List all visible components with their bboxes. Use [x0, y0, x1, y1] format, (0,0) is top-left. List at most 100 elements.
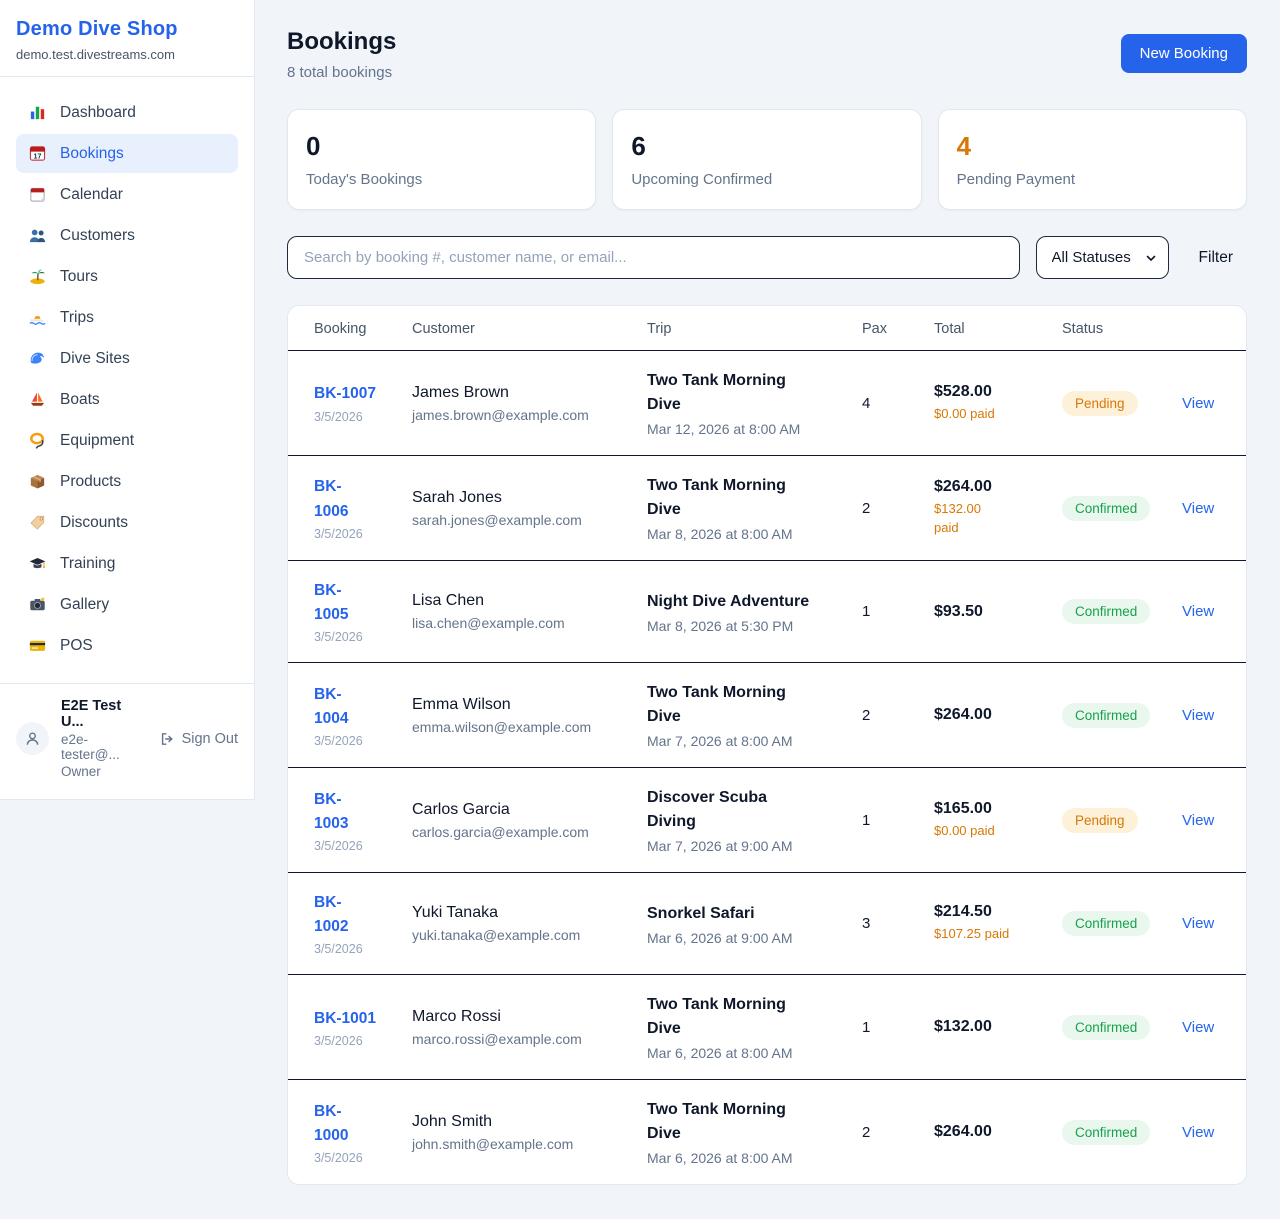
total-cell: $165.00 $0.00 paid: [922, 768, 1050, 873]
status-select[interactable]: All Statuses: [1035, 236, 1169, 279]
booking-date: 3/5/2026: [314, 838, 363, 853]
page-subtitle: 8 total bookings: [287, 64, 393, 81]
column-header: Pax: [850, 306, 922, 351]
stat-value: 6: [631, 131, 646, 161]
table-row: BK-1007 3/5/2026 James Brown james.brown@ex…: [288, 351, 1246, 456]
pax-cell: 1: [862, 1018, 871, 1036]
package-icon: [28, 472, 47, 491]
calendar-pad-icon: [28, 185, 47, 204]
sidebar-item-pos[interactable]: POS: [16, 626, 238, 665]
trip-time: Mar 6, 2026 at 9:00 AM: [647, 929, 793, 946]
sidebar-item-bookings[interactable]: 17 Bookings: [16, 134, 238, 173]
table-row: BK- 1004 3/5/2026 Emma Wilson emma.wilson@e…: [288, 663, 1246, 768]
sidebar-item-label: Dive Sites: [60, 349, 130, 367]
column-header: Trip: [635, 306, 850, 351]
sidebar-item-label: Discounts: [60, 513, 129, 531]
sidebar-item-dive-sites[interactable]: Dive Sites: [16, 339, 238, 378]
paid-amount: $132.00 paid: [934, 501, 981, 535]
sidebar-item-label: Tours: [60, 267, 98, 285]
trip-time: Mar 7, 2026 at 8:00 AM: [647, 733, 793, 750]
customer-email: marco.rossi@example.com: [412, 1030, 582, 1047]
view-link[interactable]: View: [1182, 811, 1215, 829]
status-cell: Confirmed: [1050, 663, 1170, 768]
sidebar-item-dashboard[interactable]: Dashboard: [16, 93, 238, 132]
customer-email: yuki.tanaka@example.com: [412, 927, 581, 944]
trip-cell: Two Tank Morning Dive Mar 6, 2026 at 8:00…: [635, 975, 850, 1080]
sidebar-item-discounts[interactable]: Discounts: [16, 503, 238, 542]
customer-name: John Smith: [412, 1112, 493, 1130]
tag-icon: [28, 513, 47, 532]
view-link[interactable]: View: [1182, 1018, 1215, 1036]
view-link[interactable]: View: [1182, 706, 1215, 724]
view-link[interactable]: View: [1182, 603, 1215, 621]
view-link[interactable]: View: [1182, 499, 1215, 517]
new-booking-button[interactable]: New Booking: [1120, 34, 1247, 73]
sidebar-item-trips[interactable]: Trips: [16, 298, 238, 337]
action-cell: View: [1170, 351, 1246, 456]
sidebar-item-customers[interactable]: Customers: [16, 216, 238, 255]
booking-date: 3/5/2026: [314, 526, 363, 541]
brand-name: Demo Dive Shop: [16, 18, 178, 40]
sidebar-item-boats[interactable]: Boats: [16, 380, 238, 419]
sidebar-item-tours[interactable]: Tours: [16, 257, 238, 296]
table-row: BK- 1000 3/5/2026 John Smith john.smith@exa…: [288, 1080, 1246, 1184]
status-badge: Confirmed: [1062, 1119, 1151, 1145]
booking-link[interactable]: BK- 1006: [314, 478, 349, 520]
booking-link[interactable]: BK-1007: [314, 385, 377, 403]
total-cell: $528.00 $0.00 paid: [922, 351, 1050, 456]
view-link[interactable]: View: [1182, 1123, 1215, 1141]
sign-out-label: Sign Out: [181, 730, 238, 747]
booking-link[interactable]: BK- 1000: [314, 1102, 349, 1144]
bar-chart-icon: [28, 103, 47, 122]
booking-link[interactable]: BK- 1004: [314, 685, 349, 727]
customer-name: Emma Wilson: [412, 695, 511, 713]
pax-cell: 2: [862, 706, 871, 724]
sidebar-item-gallery[interactable]: Gallery: [16, 585, 238, 624]
booking-link[interactable]: BK- 1003: [314, 790, 349, 832]
user-name: E2E Test U...: [61, 698, 122, 730]
filter-button[interactable]: Filter: [1185, 249, 1247, 267]
column-header: Total: [922, 306, 1050, 351]
trip-name: Two Tank Morning Dive: [647, 684, 786, 726]
status-cell: Confirmed: [1050, 873, 1170, 975]
sign-out-icon: [159, 731, 175, 747]
graduation-cap-icon: [28, 554, 47, 573]
booking-link[interactable]: BK-1001: [314, 1009, 377, 1027]
diving-mask-icon: [28, 431, 47, 450]
island-icon: [28, 267, 47, 286]
booking-link[interactable]: BK- 1002: [314, 894, 349, 936]
trip-time: Mar 6, 2026 at 8:00 AM: [647, 1150, 793, 1167]
user-role: Owner: [61, 764, 101, 779]
customer-name: James Brown: [412, 383, 509, 401]
customer-cell: Yuki Tanaka yuki.tanaka@example.com: [400, 873, 635, 975]
sidebar-item-calendar[interactable]: Calendar: [16, 175, 238, 214]
sidebar-item-training[interactable]: Training: [16, 544, 238, 583]
user-email: e2e-tester@...: [61, 732, 120, 762]
sidebar-item-equipment[interactable]: Equipment: [16, 421, 238, 460]
pax-cell: 1: [862, 811, 871, 829]
table-header-row: Booking Customer Trip Pax Total Status: [288, 306, 1246, 351]
trip-cell: Two Tank Morning Dive Mar 6, 2026 at 8:00…: [635, 1080, 850, 1184]
trip-name: Snorkel Safari: [647, 904, 755, 922]
booking-link[interactable]: BK- 1005: [314, 582, 349, 624]
view-link[interactable]: View: [1182, 394, 1215, 412]
stat-value: 4: [956, 131, 972, 161]
paid-amount: $0.00 paid: [934, 405, 995, 421]
status-cell: Confirmed: [1050, 975, 1170, 1080]
action-cell: View: [1170, 975, 1246, 1080]
pax-cell: 1: [862, 603, 871, 621]
search-input[interactable]: [287, 236, 1020, 279]
total-amount: $264.00: [934, 478, 992, 496]
booking-date: 3/5/2026: [314, 409, 363, 424]
booking-cell: BK- 1000 3/5/2026: [288, 1080, 400, 1184]
booking-cell: BK-1001 3/5/2026: [288, 975, 400, 1080]
column-header: Booking: [288, 306, 400, 351]
pax-cell: 3: [862, 915, 871, 933]
booking-cell: BK- 1005 3/5/2026: [288, 561, 400, 663]
view-link[interactable]: View: [1182, 915, 1215, 933]
total-cell: $264.00: [922, 663, 1050, 768]
total-cell: $264.00: [922, 1080, 1050, 1184]
status-cell: Confirmed: [1050, 1080, 1170, 1184]
sign-out-button[interactable]: Sign Out: [159, 731, 238, 747]
sidebar-item-products[interactable]: Products: [16, 462, 238, 501]
